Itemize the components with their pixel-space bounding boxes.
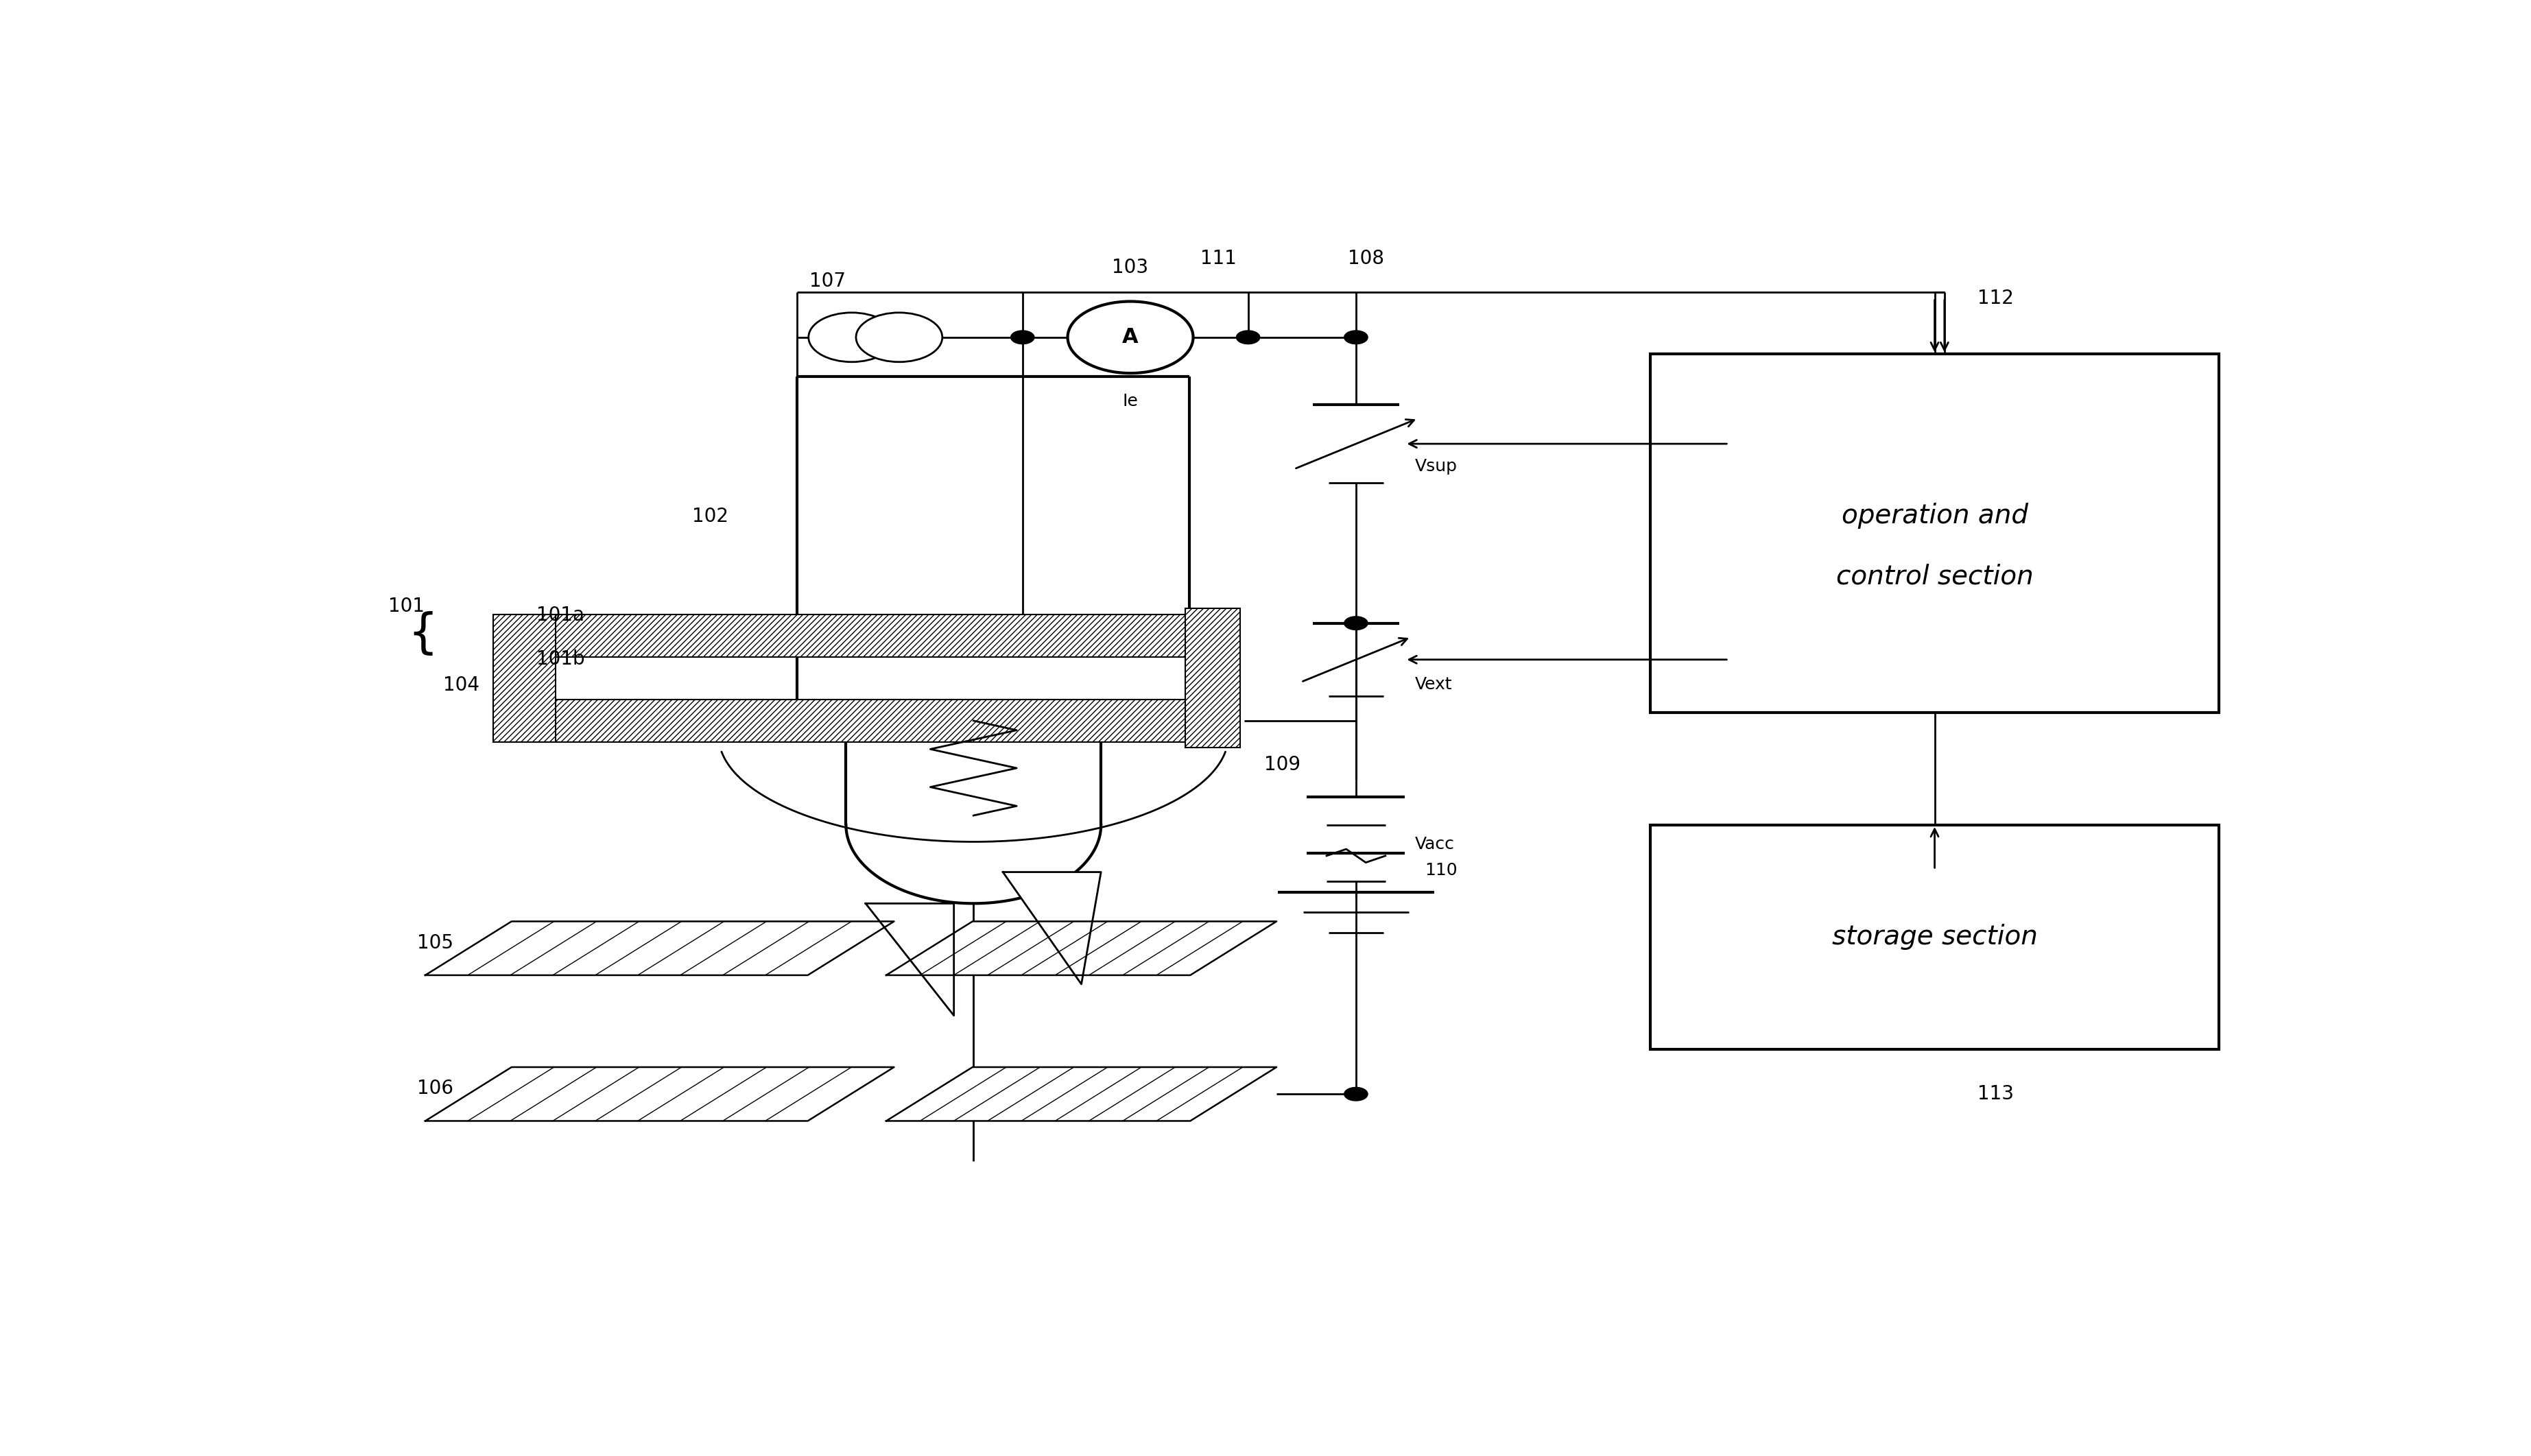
Polygon shape [1002,872,1101,984]
Text: 101b: 101b [537,649,585,668]
Circle shape [1344,616,1367,630]
Polygon shape [425,1067,893,1121]
Text: 103: 103 [1111,258,1149,278]
Text: Vext: Vext [1415,676,1453,693]
Bar [1650,826,2220,1050]
Text: 112: 112 [1977,288,2015,307]
Text: 106: 106 [418,1079,453,1098]
Text: 107: 107 [810,272,845,291]
Bar [1185,609,1240,747]
Text: Vacc: Vacc [1415,836,1455,853]
Text: operation and: operation and [1843,502,2027,529]
Text: A: A [1121,328,1139,347]
Text: Ie: Ie [1124,393,1139,409]
Text: storage section: storage section [1832,925,2037,951]
Text: Vsup: Vsup [1415,459,1458,475]
Text: 102: 102 [691,507,729,526]
Text: 101: 101 [387,597,425,616]
Text: 110: 110 [1425,862,1458,878]
Text: 113: 113 [1977,1085,2015,1104]
Circle shape [1010,331,1035,344]
Bar [494,614,557,743]
Circle shape [1344,1088,1367,1101]
Text: 111: 111 [1200,249,1238,268]
Bar [504,699,1190,743]
Circle shape [1235,331,1260,344]
Polygon shape [425,922,893,976]
Text: 109: 109 [1263,754,1301,775]
Circle shape [807,313,896,363]
Text: 108: 108 [1346,249,1384,268]
Bar [504,614,1190,657]
Text: 101a: 101a [537,606,585,625]
Polygon shape [886,922,1276,976]
Polygon shape [886,1067,1276,1121]
Text: {: { [407,612,438,657]
Text: control section: control section [1835,563,2032,590]
Text: 104: 104 [443,676,478,695]
Circle shape [1068,301,1192,373]
Polygon shape [866,903,954,1016]
Circle shape [855,313,942,363]
Bar [1650,354,2220,713]
Circle shape [1344,331,1367,344]
Text: 105: 105 [418,933,453,952]
